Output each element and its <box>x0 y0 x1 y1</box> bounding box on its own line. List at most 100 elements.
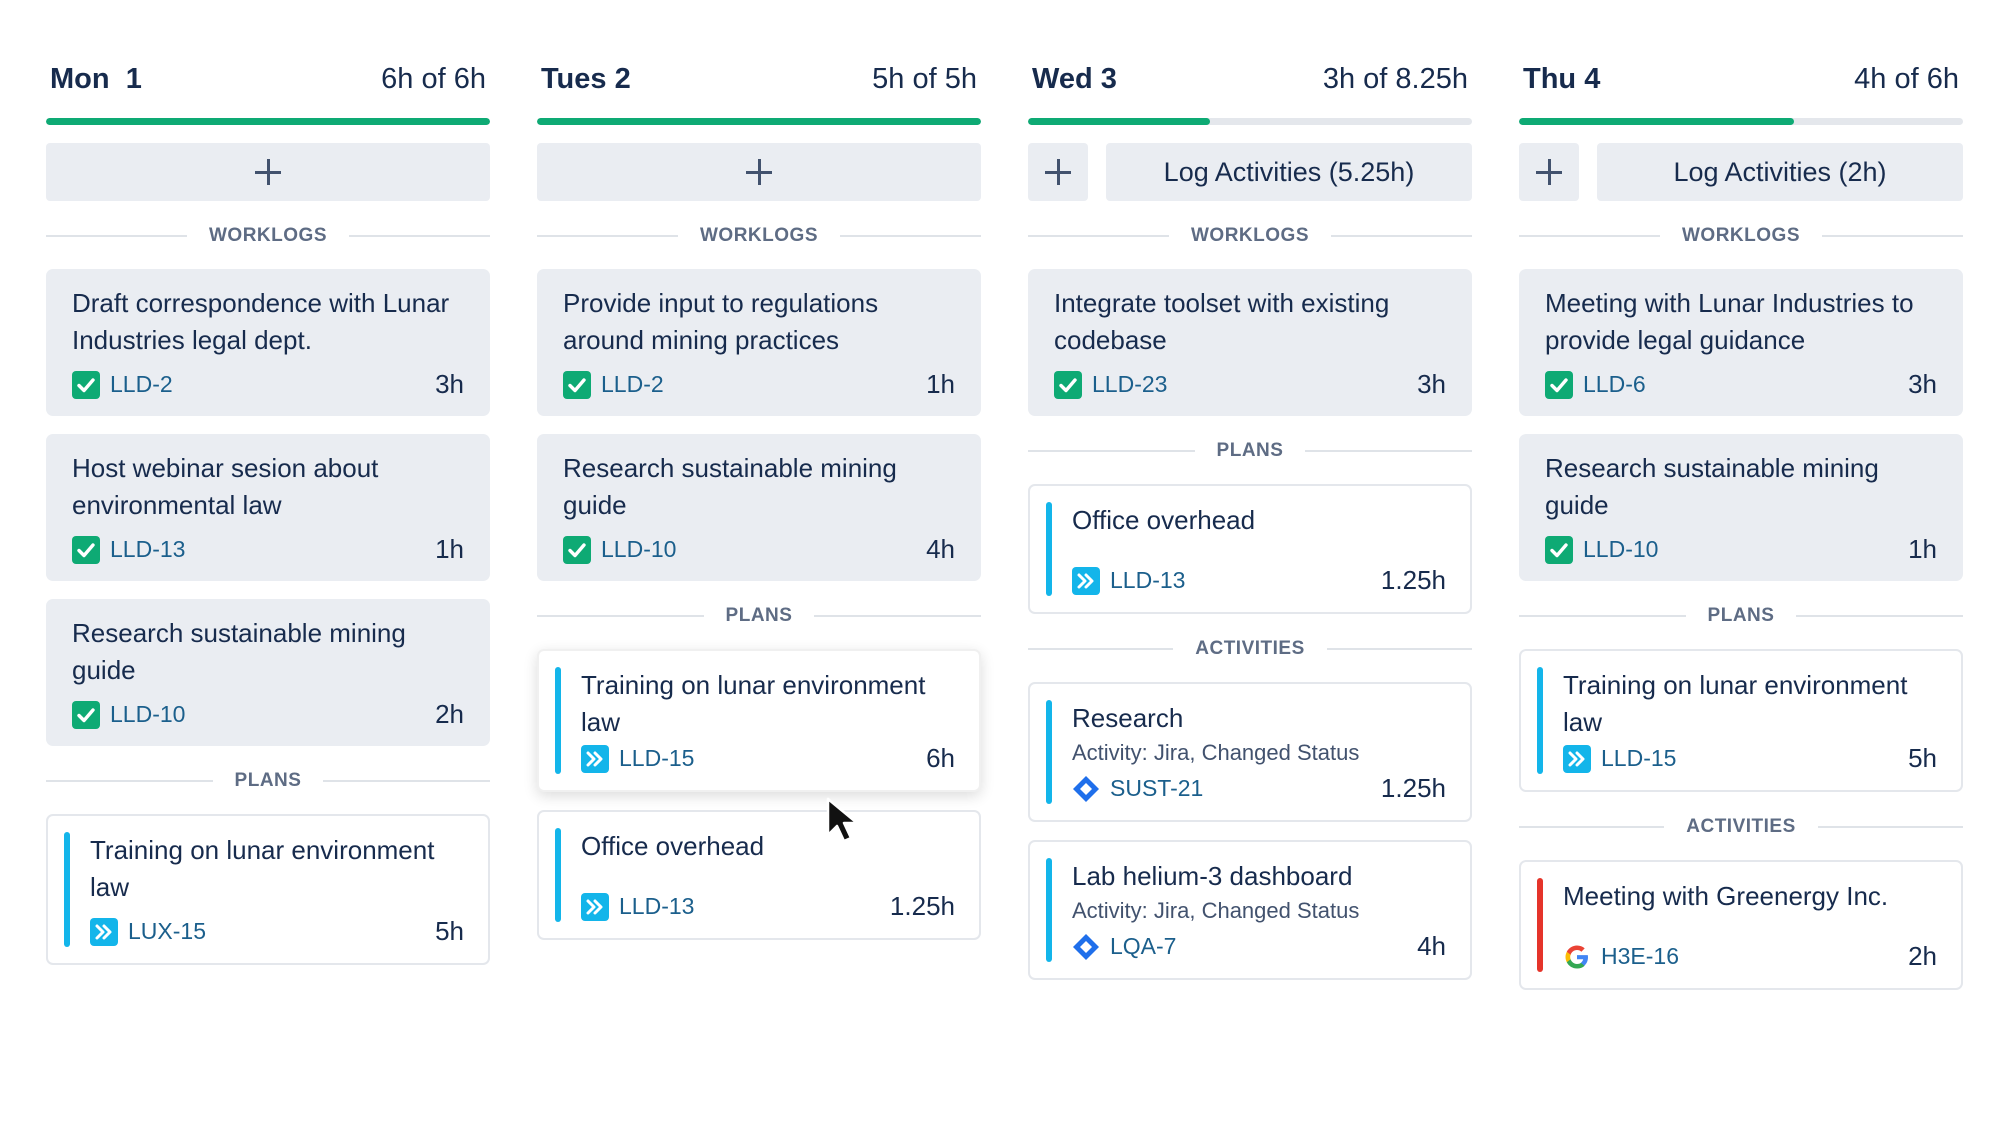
activity-title: Research <box>1072 703 1184 733</box>
log-activities-button[interactable]: Log Activities (2h) <box>1597 143 1963 201</box>
worklog-title: Research sustainable mining guide <box>1545 453 1879 520</box>
plan-title: Training on lunar environment law <box>1563 670 1908 737</box>
plans-divider: PLANS <box>46 766 490 796</box>
plan-card[interactable]: Office overhead LLD-13 1.25h <box>537 810 981 940</box>
issue-key[interactable]: H3E-16 <box>1563 943 1679 971</box>
add-worklog-button[interactable] <box>1028 143 1088 201</box>
checkbox-check-icon <box>563 535 591 564</box>
checkbox-check-icon <box>72 535 100 564</box>
double-chevron-icon <box>1072 566 1100 595</box>
issue-key[interactable]: LLD-10 <box>72 700 185 729</box>
worklog-card[interactable]: Integrate toolset with existing codebase… <box>1028 269 1472 416</box>
log-activities-button[interactable]: Log Activities (5.25h) <box>1106 143 1472 201</box>
mouse-pointer-icon <box>826 797 859 843</box>
issue-key[interactable]: LLD-23 <box>1054 370 1167 399</box>
worklog-title: Research sustainable mining guide <box>72 618 406 685</box>
worklog-hours: 3h <box>1908 369 1937 399</box>
issue-key[interactable]: LLD-10 <box>1545 535 1658 564</box>
issue-key[interactable]: LQA-7 <box>1072 933 1176 961</box>
day-progress-fill <box>1028 118 1211 125</box>
plans-divider: PLANS <box>537 601 981 631</box>
issue-key[interactable]: LLD-10 <box>563 535 676 564</box>
issue-key[interactable]: LLD-6 <box>1545 370 1646 399</box>
timesheet-board: Mon 1 6h of 6h WORKLOGS Draft correspond… <box>46 56 1964 1008</box>
worklog-card[interactable]: Provide input to regulations around mini… <box>537 269 981 416</box>
day-header: Tues 2 5h of 5h <box>537 56 981 102</box>
activity-title: Meeting with Greenergy Inc. <box>1563 881 1889 911</box>
worklog-card[interactable]: Research sustainable mining guide LLD-10… <box>537 434 981 581</box>
worklog-hours: 3h <box>1417 369 1446 399</box>
issue-key[interactable]: LLD-13 <box>581 892 694 921</box>
add-worklog-button[interactable] <box>46 143 490 201</box>
activity-stripe <box>1537 878 1543 972</box>
activity-source-text: Activity: Jira, Changed Status <box>1072 740 1360 765</box>
worklog-hours: 1h <box>435 534 464 564</box>
day-name: Wed 3 <box>1032 62 1117 95</box>
section-label: PLANS <box>725 605 793 626</box>
day-hours-summary: 3h of 8.25h <box>1322 62 1468 95</box>
day-progress-bar <box>1519 118 1963 125</box>
section-label: WORKLOGS <box>700 225 818 246</box>
day-column-tue: Tues 2 5h of 5h WORKLOGS Provide input t… <box>537 56 981 1008</box>
activity-source-text: Activity: Jira, Changed Status <box>1072 898 1360 923</box>
plan-card[interactable]: Training on lunar environment law LLD-15… <box>537 649 981 792</box>
issue-key[interactable]: LUX-15 <box>90 917 206 946</box>
section-label: ACTIVITIES <box>1195 638 1305 659</box>
worklog-title: Host webinar sesion about environmental … <box>72 453 379 520</box>
activity-card[interactable]: Lab helium-3 dashboard Activity: Jira, C… <box>1028 840 1472 980</box>
day-header: Thu 4 4h of 6h <box>1519 56 1963 102</box>
worklog-title: Meeting with Lunar Industries to provide… <box>1545 288 1914 355</box>
section-label: PLANS <box>234 770 302 791</box>
plan-hours: 1.25h <box>1380 565 1446 595</box>
worklog-card[interactable]: Meeting with Lunar Industries to provide… <box>1519 269 1963 416</box>
plan-stripe <box>1046 502 1052 596</box>
day-column-thu: Thu 4 4h of 6h Log Activities (2h) WORKL… <box>1519 56 1964 1008</box>
day-column-wed: Wed 3 3h of 8.25h Log Activities (5.25h)… <box>1028 56 1473 1008</box>
google-g-icon <box>1565 945 1588 968</box>
section-label: ACTIVITIES <box>1686 816 1796 837</box>
plan-stripe <box>1537 667 1543 774</box>
worklog-hours: 3h <box>435 369 464 399</box>
double-chevron-icon <box>581 744 609 773</box>
plan-card[interactable]: Office overhead LLD-13 1.25h <box>1028 484 1472 614</box>
add-worklog-button[interactable] <box>537 143 981 201</box>
section-label: WORKLOGS <box>209 225 327 246</box>
plan-title: Training on lunar environment law <box>581 670 926 737</box>
day-hours-summary: 5h of 5h <box>872 62 977 95</box>
activity-card[interactable]: Research Activity: Jira, Changed Status … <box>1028 682 1472 822</box>
activity-stripe <box>1046 700 1052 804</box>
plan-hours: 1.25h <box>889 891 955 921</box>
worklog-card[interactable]: Host webinar sesion about environmental … <box>46 434 490 581</box>
activity-stripe <box>1046 858 1052 962</box>
worklogs-divider: WORKLOGS <box>537 221 981 251</box>
day-progress-bar <box>1028 118 1472 125</box>
issue-key[interactable]: LLD-2 <box>72 370 173 399</box>
plus-icon <box>1536 159 1562 185</box>
activity-card[interactable]: Meeting with Greenergy Inc. H3E-16 2h <box>1519 860 1963 990</box>
worklog-card[interactable]: Research sustainable mining guide LLD-10… <box>46 599 490 746</box>
section-label: PLANS <box>1216 440 1284 461</box>
section-label: WORKLOGS <box>1682 225 1800 246</box>
plan-card[interactable]: Training on lunar environment law LUX-15… <box>46 814 490 965</box>
day-name: Tues 2 <box>541 62 631 95</box>
worklog-card[interactable]: Research sustainable mining guide LLD-10… <box>1519 434 1963 581</box>
issue-key[interactable]: LLD-13 <box>72 535 185 564</box>
plan-card[interactable]: Training on lunar environment law LLD-15… <box>1519 649 1963 792</box>
day-header: Mon 1 6h of 6h <box>46 56 490 102</box>
issue-key[interactable]: LLD-15 <box>1563 744 1676 773</box>
checkbox-check-icon <box>563 370 591 399</box>
issue-key[interactable]: LLD-2 <box>563 370 664 399</box>
plan-hours: 6h <box>926 743 955 773</box>
activity-hours: 1.25h <box>1380 773 1446 803</box>
checkbox-check-icon <box>72 370 100 399</box>
add-worklog-button[interactable] <box>1519 143 1579 201</box>
worklog-hours: 1h <box>1908 534 1937 564</box>
worklogs-divider: WORKLOGS <box>1519 221 1963 251</box>
worklog-card[interactable]: Draft correspondence with Lunar Industri… <box>46 269 490 416</box>
day-name: Thu 4 <box>1523 62 1601 95</box>
checkbox-check-icon <box>1054 370 1082 399</box>
issue-key[interactable]: LLD-13 <box>1072 566 1185 595</box>
issue-key[interactable]: SUST-21 <box>1072 775 1203 803</box>
issue-key[interactable]: LLD-15 <box>581 744 694 773</box>
checkbox-check-icon <box>72 700 100 729</box>
